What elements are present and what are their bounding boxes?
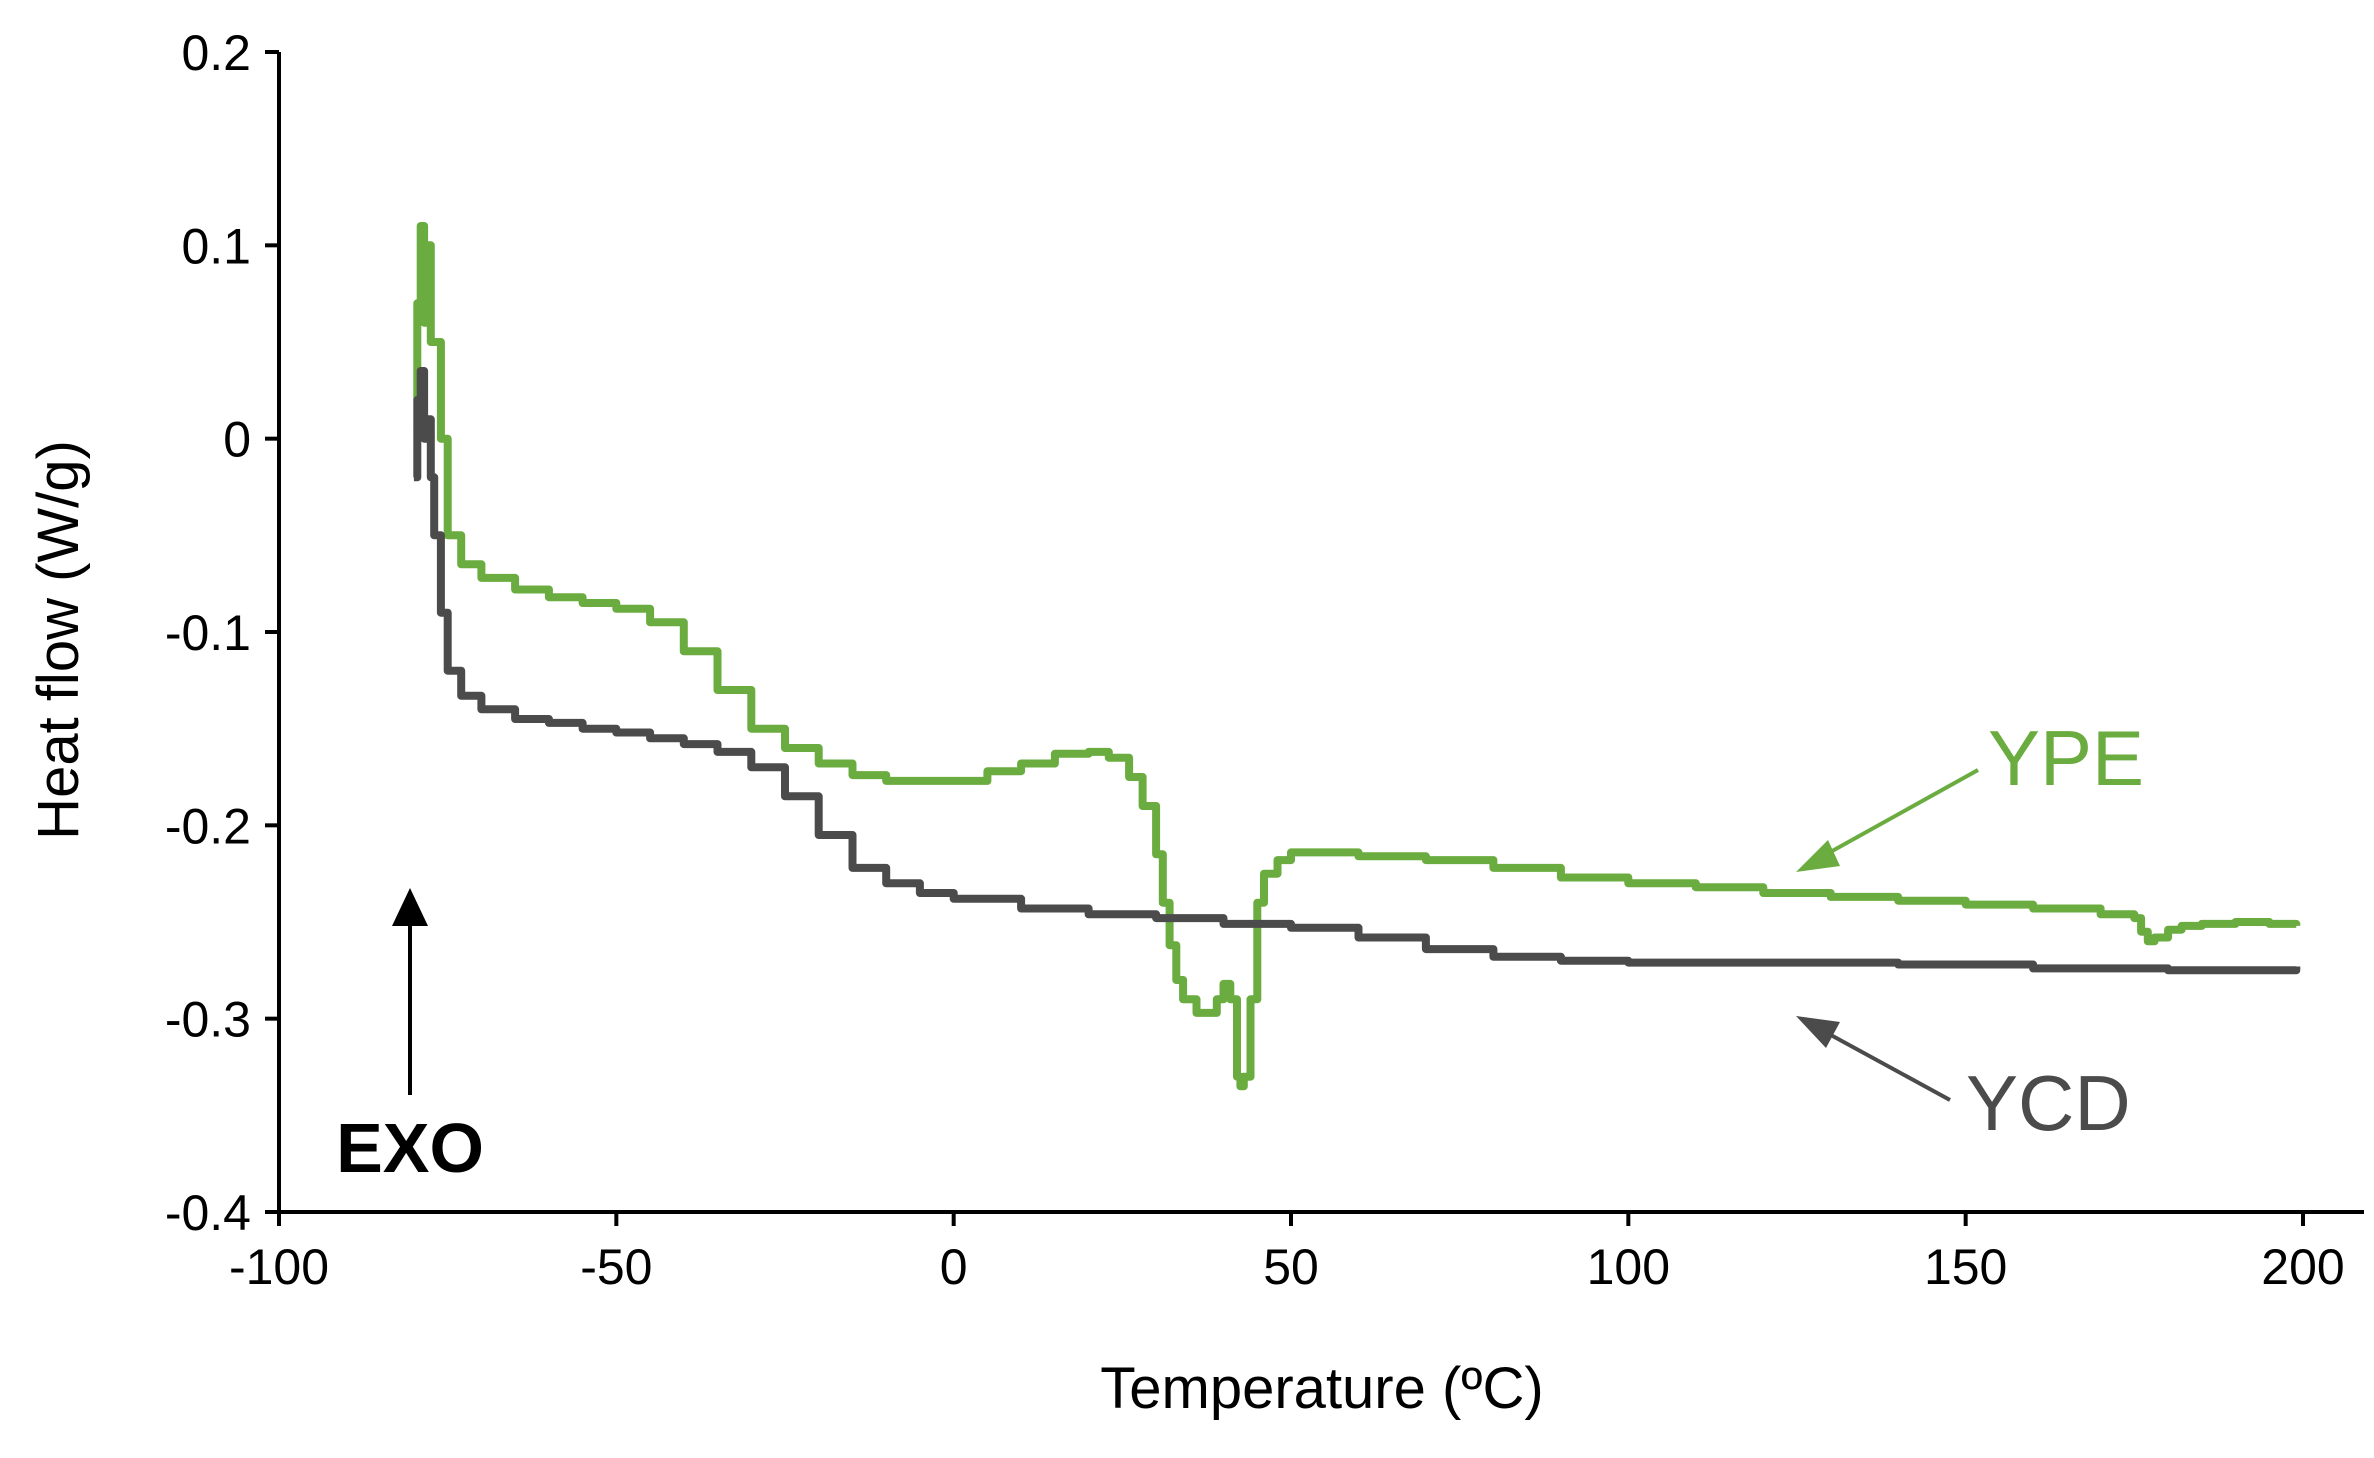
y-ticks: -0.4 -0.3 -0.2 -0.1 0 0.1 0.2 bbox=[165, 25, 279, 1241]
y-tick-label: -0.3 bbox=[165, 992, 251, 1048]
y-axis-title: Heat flow (W/g) bbox=[26, 440, 91, 840]
annotation-exo: EXO bbox=[336, 888, 484, 1187]
series-layer bbox=[413, 222, 2301, 1091]
y-tick-label: -0.1 bbox=[165, 605, 251, 661]
annotation-ype: YPE bbox=[1796, 714, 2144, 872]
y-tick-label: 0.2 bbox=[181, 25, 251, 81]
ype-arrow-line bbox=[1815, 768, 1979, 862]
y-tick-label: -0.4 bbox=[165, 1185, 251, 1241]
ycd-arrow-line bbox=[1817, 1026, 1951, 1102]
ycd-label: YCD bbox=[1966, 1059, 2131, 1147]
ype-arrow-head bbox=[1796, 840, 1840, 872]
ype-label: YPE bbox=[1988, 714, 2144, 802]
y-tick-label: -0.2 bbox=[165, 798, 251, 854]
x-tick-label: -100 bbox=[229, 1239, 329, 1295]
series-line-ype bbox=[413, 222, 2301, 1091]
x-ticks: -100 -50 0 50 100 150 200 bbox=[229, 1212, 2345, 1295]
plot-area: -100 -50 0 50 100 150 200 -0.4 -0.3 -0.2 -0.1 0 0.1… bbox=[165, 25, 2364, 1295]
exo-label: EXO bbox=[336, 1109, 484, 1187]
ycd-arrow-head bbox=[1796, 1016, 1840, 1048]
annotation-ycd: YCD bbox=[1796, 1016, 2131, 1147]
x-tick-label: -50 bbox=[580, 1239, 652, 1295]
y-tick-label: 0.1 bbox=[181, 218, 251, 274]
y-tick-label: 0 bbox=[223, 412, 251, 468]
x-tick-label: 50 bbox=[1263, 1239, 1319, 1295]
x-tick-label: 100 bbox=[1587, 1239, 1670, 1295]
x-tick-label: 150 bbox=[1924, 1239, 2007, 1295]
x-axis-title: Temperature (ºC) bbox=[1100, 1356, 1543, 1421]
x-tick-label: 200 bbox=[2261, 1239, 2344, 1295]
exo-arrow-head bbox=[392, 888, 428, 926]
series-line-ycd bbox=[413, 367, 2301, 975]
x-tick-label: 0 bbox=[940, 1239, 968, 1295]
